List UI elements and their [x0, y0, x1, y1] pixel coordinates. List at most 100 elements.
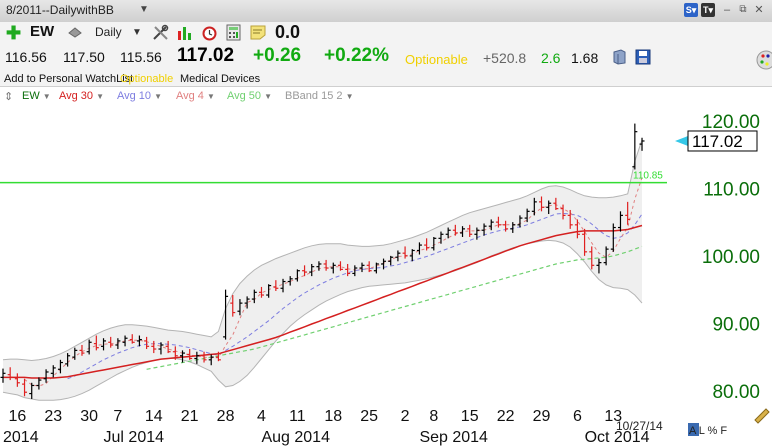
x-day-label: 8	[429, 408, 438, 425]
mode-indicator	[688, 423, 699, 436]
last-price-marker: 117.02	[675, 130, 758, 152]
ohlc-bar	[230, 295, 236, 317]
bollinger-band	[2, 139, 643, 401]
horizontal-level: 110.85	[0, 171, 667, 184]
ohlc-bar	[72, 347, 78, 360]
ohlc-bar	[144, 336, 150, 350]
symbol-label[interactable]: EW	[30, 23, 55, 40]
ohlc-bar	[29, 382, 35, 399]
ohlc-bar	[639, 137, 645, 151]
x-month-label: 2014	[3, 429, 39, 446]
x-day-label: 23	[44, 408, 62, 425]
ohlc-bar	[531, 197, 537, 216]
stat-value-1: +520.8	[483, 50, 527, 66]
ohlc-bar	[424, 238, 430, 251]
alarm-clock-icon[interactable]	[201, 24, 218, 41]
legend-item-avg10[interactable]: Avg 10 ▼	[117, 90, 162, 102]
ohlc-bar	[208, 354, 214, 366]
note-icon[interactable]	[250, 25, 266, 40]
share-icon[interactable]: S▾	[684, 3, 698, 17]
ohlc-bar	[280, 278, 286, 293]
ohlc-bar	[323, 259, 329, 271]
bar-chart-icon[interactable]	[177, 25, 194, 41]
stat-value-3: 1.68	[571, 50, 599, 66]
ohlc-bar	[0, 368, 6, 383]
legend-item-avg30[interactable]: Avg 30 ▼	[59, 90, 104, 102]
ohlc-bar	[488, 219, 494, 231]
x-day-label: 11	[289, 408, 306, 425]
ohlc-bar	[129, 334, 135, 344]
ohlc-bar	[495, 216, 501, 228]
minimize-icon[interactable]: –	[723, 4, 731, 16]
legend-dropdown-icon[interactable]: ▼	[207, 92, 215, 101]
x-day-label: 14	[145, 408, 163, 425]
ohlc-bar	[101, 338, 107, 351]
bband-lower-line	[2, 239, 643, 401]
tools-icon[interactable]	[152, 24, 169, 41]
ohlc-bar	[294, 269, 300, 282]
ohlc-bar	[287, 276, 293, 286]
book-icon[interactable]	[612, 49, 627, 65]
palette-icon[interactable]	[752, 50, 772, 80]
legend-item-bband[interactable]: BBand 15 2 ▼	[285, 90, 353, 102]
ohlc-bar	[366, 261, 372, 273]
title-dropdown-icon[interactable]: ▼	[139, 4, 149, 15]
ohlc-bar	[180, 350, 185, 363]
legend-expand-icon[interactable]: ⇕	[4, 91, 14, 103]
bband-fill	[3, 139, 642, 401]
close-icon[interactable]: ✕	[754, 4, 764, 16]
add-to-watchlist-link[interactable]: Add to Personal WatchList	[4, 73, 134, 85]
stat-value-2: 2.6	[541, 50, 561, 66]
ohlc-bar	[345, 263, 351, 277]
legend-dropdown-icon[interactable]: ▼	[264, 92, 273, 101]
ohlc-bar	[201, 351, 207, 363]
ohlc-bar	[359, 262, 365, 273]
legend-dropdown-icon[interactable]: ▼	[345, 92, 354, 101]
tv-icon[interactable]: T▾	[701, 3, 715, 17]
avg50-line	[146, 245, 643, 370]
high-price: 117.50	[63, 49, 105, 65]
ohlc-bar	[57, 359, 63, 374]
last-price-pointer	[675, 135, 688, 146]
legend-item-ew[interactable]: EW ▼	[22, 90, 51, 102]
x-day-label: 6	[573, 408, 582, 425]
ohlc-bar	[273, 280, 279, 291]
period-selector[interactable]: Daily	[95, 25, 122, 39]
legend-item-avg50[interactable]: Avg 50 ▼	[227, 90, 272, 102]
level-label: 110.85	[633, 171, 663, 182]
calculator-icon[interactable]	[225, 24, 242, 41]
ohlc-bar	[460, 226, 466, 237]
ohlc-bar	[7, 367, 13, 381]
ohlc-bar	[589, 246, 595, 270]
toolbar: ✚ EW Daily ▼ 0.0	[0, 22, 772, 44]
save-icon[interactable]	[635, 49, 651, 65]
compare-icon[interactable]	[67, 25, 83, 39]
restore-icon[interactable]: ⧉	[739, 4, 747, 15]
y-tick-label: 90.00	[712, 314, 760, 335]
ohlc-bar	[388, 255, 394, 266]
x-day-label: 15	[461, 408, 479, 425]
legend-dropdown-icon[interactable]: ▼	[96, 92, 105, 101]
ohlc-bar	[302, 265, 308, 277]
x-day-label: 4	[257, 408, 266, 425]
legend-item-avg4[interactable]: Avg 4 ▼	[176, 90, 215, 102]
legend-dropdown-icon[interactable]: ▼	[154, 92, 163, 101]
industry-label: Medical Devices	[180, 73, 261, 85]
ohlc-bar	[352, 265, 358, 277]
ohlc-bar	[517, 215, 523, 228]
x-day-label: 21	[181, 408, 199, 425]
legend-label: Avg 30	[59, 90, 94, 102]
x-day-label: 13	[604, 408, 622, 425]
last-price-label: 117.02	[692, 132, 743, 151]
ohlc-bar	[50, 365, 56, 378]
ohlc-bar	[445, 227, 451, 239]
period-dropdown-icon[interactable]: ▼	[132, 27, 142, 38]
ohlc-bar	[165, 340, 171, 354]
x-month-label: Sep 2014	[419, 429, 488, 446]
ohlc-bar	[194, 351, 200, 364]
ohlc-bar	[187, 349, 193, 360]
add-icon[interactable]: ✚	[6, 23, 22, 43]
status-bar: 10/27/14 A L % F	[616, 408, 770, 437]
legend-dropdown-icon[interactable]: ▼	[42, 92, 51, 101]
